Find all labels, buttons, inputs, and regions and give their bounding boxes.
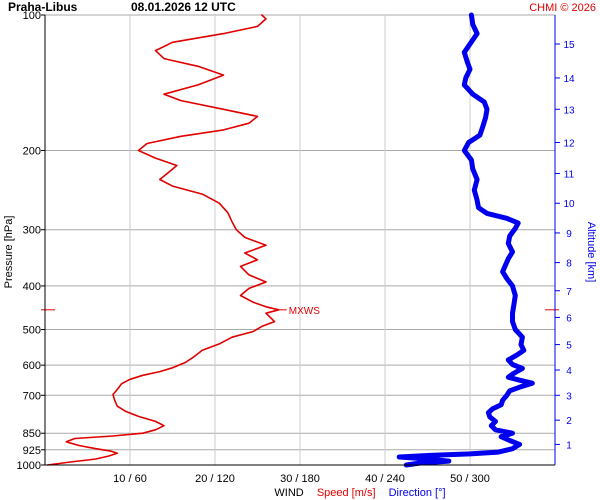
altitude-tick-label: 13	[563, 105, 575, 116]
altitude-axis-label: Altitude [km]	[585, 222, 597, 283]
altitude-tick-label: 12	[563, 138, 575, 149]
altitude-tick-label: 9	[566, 229, 572, 240]
altitude-tick-label: 4	[566, 366, 572, 377]
pressure-tick-label: 200	[23, 145, 41, 157]
altitude-tick-label: 2	[566, 416, 572, 427]
altitude-tick-label: 6	[566, 313, 572, 324]
x-tick-label: 50 / 300	[450, 473, 490, 485]
x-axis-title-speed: Speed [m/s]	[317, 487, 376, 499]
station-name: Praha-Libus	[8, 0, 78, 14]
altitude-tick-label: 5	[566, 341, 572, 352]
x-tick-label: 30 / 180	[280, 473, 320, 485]
x-tick-label: 10 / 60	[113, 473, 147, 485]
x-axis-title-prefix: WIND	[274, 487, 303, 499]
sounding-datetime: 08.01.2026 12 UTC	[131, 0, 236, 14]
altitude-tick-label: 14	[563, 74, 575, 85]
altitude-tick-label: 11	[564, 169, 575, 180]
x-axis-title-direction: Direction [°]	[389, 487, 446, 499]
pressure-tick-label: 850	[23, 428, 41, 440]
pressure-tick-label: 400	[23, 281, 41, 293]
altitude-tick-label: 15	[563, 40, 575, 51]
pressure-tick-label: 700	[23, 390, 41, 402]
altitude-tick-label: 1	[566, 440, 572, 451]
pressure-axis-label: Pressure [hPa]	[3, 216, 15, 289]
x-tick-label: 40 / 240	[365, 473, 405, 485]
pressure-tick-label: 300	[23, 225, 41, 237]
speed-series-line	[46, 14, 280, 466]
pressure-tick-label: 500	[23, 325, 41, 337]
pressure-tick-label: 600	[23, 360, 41, 372]
pressure-tick-label: 925	[23, 445, 41, 457]
plot-area: MXWS	[41, 12, 559, 468]
x-axis-title: WIND Speed [m/s] Direction [°]	[274, 487, 445, 499]
altitude-tick-label: 8	[566, 259, 572, 270]
pressure-tick-label: 100	[23, 10, 41, 22]
direction-series-line	[396, 12, 535, 468]
max-wind-label: MXWS	[289, 306, 320, 317]
altitude-tick-label: 10	[563, 199, 575, 210]
axes: 1002003004005006007008509251000123456789…	[17, 10, 575, 485]
altitude-tick-label: 7	[566, 287, 572, 298]
altitude-tick-label: 3	[566, 391, 572, 402]
pressure-tick-label: 1000	[17, 460, 41, 472]
x-tick-label: 20 / 120	[195, 473, 235, 485]
credit-text: CHMI © 2026	[529, 2, 596, 14]
